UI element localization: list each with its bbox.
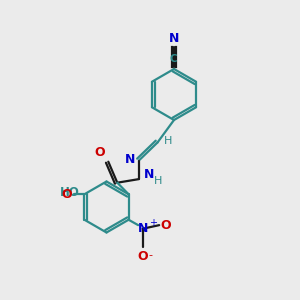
Text: O: O <box>94 146 105 159</box>
Text: H: H <box>154 176 162 186</box>
Text: N: N <box>144 168 155 181</box>
Text: -: - <box>148 250 152 260</box>
Text: O: O <box>161 219 171 232</box>
Text: O: O <box>137 250 148 263</box>
Text: HO: HO <box>60 186 80 199</box>
Text: N: N <box>137 222 148 235</box>
Text: O: O <box>62 188 72 201</box>
Text: H: H <box>164 136 172 146</box>
Text: N: N <box>125 153 135 167</box>
Text: N: N <box>169 32 179 45</box>
Text: +: + <box>149 218 157 228</box>
Text: C: C <box>169 54 177 64</box>
